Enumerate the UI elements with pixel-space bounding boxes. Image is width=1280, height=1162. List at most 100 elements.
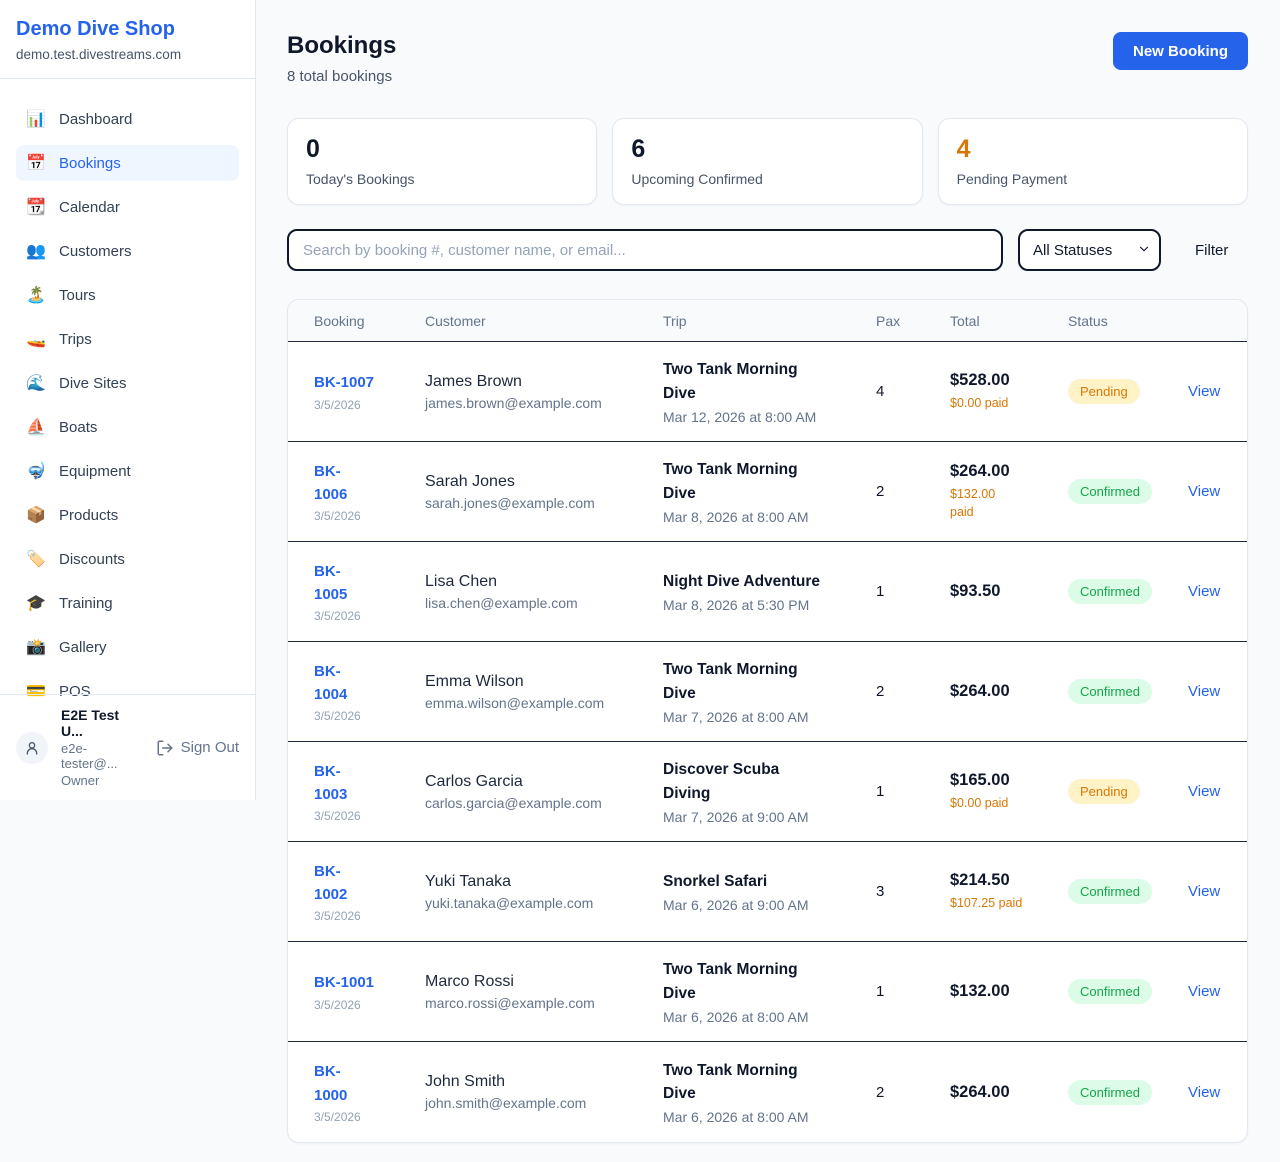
sidebar-item-equipment[interactable]: 🤿 Equipment	[16, 453, 239, 489]
customer-email: carlos.garcia@example.com	[425, 794, 602, 811]
stats-row: 0 Today's Bookings 6 Upcoming Confirmed …	[287, 118, 1248, 205]
trip-name: Two Tank Morning Dive	[663, 961, 798, 1002]
booking-date: 3/5/2026	[314, 609, 361, 624]
sidebar-item-products[interactable]: 📦 Products	[16, 497, 239, 533]
view-link[interactable]: View	[1188, 683, 1221, 700]
table-row: BK- 1000 3/5/2026 John Smith john.smith@ex…	[288, 1042, 1247, 1142]
booking-id-link[interactable]: BK-1001	[314, 974, 375, 992]
sign-out-button[interactable]: Sign Out	[156, 739, 239, 757]
pos-icon: 💳	[26, 683, 46, 700]
status-badge: Confirmed	[1068, 479, 1152, 504]
sidebar-item-discounts[interactable]: 🏷️ Discounts	[16, 541, 239, 577]
total-cell: $528.00 $0.00 paid	[950, 371, 1068, 412]
customer-name: Sarah Jones	[425, 472, 515, 490]
pax-value: 4	[876, 383, 885, 400]
pax-value: 1	[876, 583, 885, 600]
view-link[interactable]: View	[1188, 483, 1221, 500]
sidebar-item-label: Training	[59, 594, 113, 612]
sidebar-item-label: Dive Sites	[59, 374, 127, 392]
products-icon: 📦	[26, 507, 46, 524]
sidebar-item-pos[interactable]: 💳 POS	[16, 673, 239, 709]
sidebar-item-label: POS	[59, 682, 91, 700]
sidebar-item-training[interactable]: 🎓 Training	[16, 585, 239, 621]
sidebar-item-calendar[interactable]: 📆 Calendar	[16, 189, 239, 225]
filter-button[interactable]: Filter	[1195, 241, 1229, 259]
stat-value: 4	[956, 135, 971, 163]
total-amount: $264.00	[950, 682, 1010, 700]
view-link[interactable]: View	[1188, 383, 1221, 400]
total-amount: $214.50	[950, 870, 1010, 889]
status-cell: Pending	[1068, 779, 1188, 804]
sidebar-item-customers[interactable]: 👥 Customers	[16, 233, 239, 269]
new-booking-button[interactable]: New Booking	[1112, 32, 1248, 70]
pax-value: 3	[876, 883, 885, 900]
sidebar-item-bookings[interactable]: 📅 Bookings	[16, 145, 239, 181]
booking-id-link[interactable]: BK- 1002	[314, 862, 348, 903]
customer-name: James Brown	[425, 372, 522, 390]
status-select-wrap: All Statuses	[1018, 229, 1161, 271]
view-link[interactable]: View	[1188, 883, 1221, 900]
total-cell: $165.00 $0.00 paid	[950, 771, 1068, 812]
status-badge: Confirmed	[1068, 679, 1152, 704]
trip-date: Mar 7, 2026 at 8:00 AM	[663, 708, 809, 725]
sidebar-item-dashboard[interactable]: 📊 Dashboard	[16, 101, 239, 137]
paid-amount: $132.00 paid	[950, 486, 996, 519]
customer-name: Carlos Garcia	[425, 772, 523, 790]
trip-date: Mar 6, 2026 at 9:00 AM	[663, 897, 809, 914]
customers-icon: 👥	[26, 243, 46, 260]
sidebar-item-label: Bookings	[59, 154, 121, 172]
status-badge: Confirmed	[1068, 1079, 1152, 1105]
table-row: BK- 1003 3/5/2026 Carlos Garcia carlos.gar…	[288, 742, 1247, 842]
status-badge: Pending	[1068, 379, 1140, 404]
booking-id-link[interactable]: BK- 1005	[314, 562, 348, 603]
total-cell: $264.00 $132.00 paid	[950, 462, 1068, 521]
user-role: Owner	[61, 773, 100, 788]
column-header-total: Total	[950, 312, 980, 329]
view-link[interactable]: View	[1188, 983, 1221, 1000]
dashboard-icon: 📊	[26, 111, 46, 128]
table-row: BK-1007 3/5/2026 James Brown james.brown@e…	[288, 342, 1247, 442]
customer-name: Marco Rossi	[425, 972, 514, 990]
booking-date: 3/5/2026	[314, 397, 361, 412]
booking-cell: BK-1001 3/5/2026	[314, 971, 425, 1011]
table-header-row: Booking Customer Trip Pax Total Status	[288, 300, 1247, 342]
sidebar: Demo Dive Shop demo.test.divestreams.com…	[0, 0, 256, 800]
status-cell: Confirmed	[1068, 1079, 1188, 1105]
booking-cell: BK- 1000 3/5/2026	[314, 1060, 425, 1124]
sidebar-item-label: Tours	[59, 286, 96, 304]
booking-id-link[interactable]: BK- 1004	[314, 662, 348, 703]
booking-cell: BK- 1005 3/5/2026	[314, 560, 425, 624]
booking-id-link[interactable]: BK- 1000	[314, 1063, 348, 1104]
stat-card-pending-payment: 4 Pending Payment	[937, 118, 1248, 205]
training-icon: 🎓	[26, 595, 46, 612]
sidebar-item-dive-sites[interactable]: 🌊 Dive Sites	[16, 365, 239, 401]
boats-icon: ⛵	[26, 419, 46, 436]
pax-value: 1	[876, 983, 885, 1000]
search-input[interactable]	[287, 229, 1003, 271]
sidebar-item-tours[interactable]: 🏝️ Tours	[16, 277, 239, 313]
trip-name: Discover Scuba Diving	[663, 761, 780, 802]
sidebar-item-label: Discounts	[59, 550, 125, 568]
view-link[interactable]: View	[1188, 583, 1221, 600]
status-filter-select[interactable]: All Statuses	[1018, 229, 1161, 271]
view-link[interactable]: View	[1188, 1083, 1221, 1101]
booking-id-link[interactable]: BK- 1003	[314, 762, 348, 803]
trip-cell: Snorkel Safari Mar 6, 2026 at 9:00 AM	[663, 870, 876, 913]
status-cell: Confirmed	[1068, 579, 1188, 604]
booking-id-link[interactable]: BK-1007	[314, 374, 375, 392]
paid-amount: $107.25 paid	[950, 895, 1023, 910]
trip-date: Mar 6, 2026 at 8:00 AM	[663, 1109, 809, 1126]
trip-cell: Night Dive Adventure Mar 8, 2026 at 5:30 …	[663, 570, 876, 613]
customer-cell: Lisa Chen lisa.chen@example.com	[425, 573, 663, 611]
booking-id-link[interactable]: BK- 1006	[314, 462, 348, 503]
sign-out-label: Sign Out	[180, 739, 239, 756]
view-link[interactable]: View	[1188, 783, 1221, 800]
main-content: Bookings 8 total bookings New Booking 0 …	[287, 0, 1248, 1143]
page-subtitle: 8 total bookings	[287, 68, 393, 85]
tours-icon: 🏝️	[26, 287, 46, 304]
sidebar-item-gallery[interactable]: 📸 Gallery	[16, 629, 239, 665]
sidebar-item-trips[interactable]: 🚤 Trips	[16, 321, 239, 357]
stat-card-upcoming-confirmed: 6 Upcoming Confirmed	[612, 118, 923, 205]
table-row: BK-1001 3/5/2026 Marco Rossi marco.rossi@e…	[288, 942, 1247, 1042]
sidebar-item-boats[interactable]: ⛵ Boats	[16, 409, 239, 445]
